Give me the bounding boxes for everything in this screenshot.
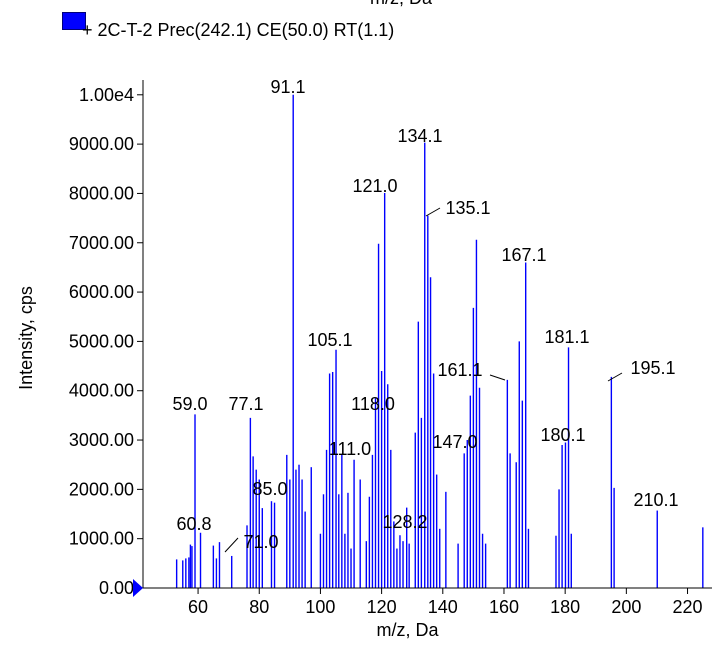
legend-label: + 2C-T-2 Prec(242.1) CE(50.0) RT(1.1) bbox=[82, 20, 395, 40]
x-tick-label: 220 bbox=[673, 597, 703, 617]
peak-label: 91.1 bbox=[270, 77, 305, 97]
x-tick-label: 160 bbox=[489, 597, 519, 617]
peak-label: 59.0 bbox=[172, 394, 207, 414]
peak-label: 167.1 bbox=[501, 245, 546, 265]
legend bbox=[62, 12, 86, 30]
x-tick-label: 100 bbox=[305, 597, 335, 617]
y-tick-label: 5000.00 bbox=[69, 331, 134, 351]
peak-label-leader bbox=[607, 372, 623, 382]
y-tick-label: 8000.00 bbox=[69, 183, 134, 203]
y-tick-label: 3000.00 bbox=[69, 430, 134, 450]
peak-label: 161.1 bbox=[437, 360, 482, 380]
y-tick-label: 6000.00 bbox=[69, 282, 134, 302]
x-tick-label: 140 bbox=[428, 597, 458, 617]
y-tick-label: 7000.00 bbox=[69, 233, 134, 253]
y-tick-label: 1000.00 bbox=[69, 529, 134, 549]
peak-label: 135.1 bbox=[445, 198, 490, 218]
y-tick-label: 1.00e4 bbox=[79, 85, 134, 105]
peak-label: 105.1 bbox=[307, 330, 352, 350]
peak-label-leader bbox=[224, 537, 239, 553]
peak-label: 195.1 bbox=[630, 358, 675, 378]
peak-label: 121.0 bbox=[352, 176, 397, 196]
y-tick-label: 0.00 bbox=[99, 578, 134, 598]
x-tick-label: 80 bbox=[249, 597, 269, 617]
legend-swatch bbox=[62, 12, 86, 30]
y-tick-label: 9000.00 bbox=[69, 134, 134, 154]
peak-label: 210.1 bbox=[633, 490, 678, 510]
peak-label: 71.0 bbox=[243, 532, 278, 552]
peak-label: 128.2 bbox=[382, 512, 427, 532]
peak-label-leader bbox=[489, 374, 506, 381]
clipped-axis-label: m/z, Da bbox=[370, 0, 432, 9]
peak-label: 60.8 bbox=[176, 514, 211, 534]
x-axis-title: m/z, Da bbox=[376, 620, 439, 640]
x-tick-label: 180 bbox=[550, 597, 580, 617]
y-tick-label: 2000.00 bbox=[69, 479, 134, 499]
peak-label: 181.1 bbox=[544, 327, 589, 347]
peak-label: 85.0 bbox=[252, 479, 287, 499]
peak-label: 111.0 bbox=[329, 439, 371, 459]
peak-label: 77.1 bbox=[228, 394, 263, 414]
x-tick-label: 200 bbox=[611, 597, 641, 617]
x-tick-label: 120 bbox=[367, 597, 397, 617]
x-tick-label: 60 bbox=[188, 597, 208, 617]
origin-marker-icon bbox=[133, 579, 143, 597]
peak-label: 134.1 bbox=[397, 126, 442, 146]
peak-label: 180.1 bbox=[540, 425, 585, 445]
peak-label: 147.0 bbox=[432, 432, 477, 452]
y-tick-label: 4000.00 bbox=[69, 381, 134, 401]
peak-label-leader bbox=[425, 207, 441, 217]
peak-label: 118.0 bbox=[351, 394, 395, 414]
y-axis-title: Intensity, cps bbox=[16, 286, 36, 390]
